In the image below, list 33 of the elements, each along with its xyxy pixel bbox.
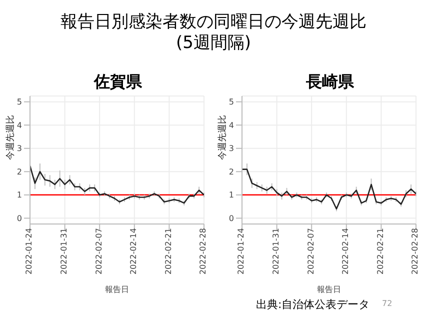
y-axis-title: 今週先週比 xyxy=(5,115,16,160)
y-tick-label: 5 xyxy=(228,98,234,107)
source-note: 出典:自治体公表データ xyxy=(256,297,370,312)
y-tick-label: 4 xyxy=(228,120,234,130)
x-tick-label: 2022-02-28 xyxy=(198,228,208,274)
x-tick-label: 2022-02-07 xyxy=(306,228,316,274)
x-tick-label: 2022-02-07 xyxy=(94,228,104,274)
y-tick-label: 1 xyxy=(16,190,22,200)
x-tick-label: 2022-02-21 xyxy=(164,228,173,274)
y-tick-label: 4 xyxy=(16,120,22,130)
y-tick-label: 0 xyxy=(228,214,234,224)
x-tick-label: 2022-02-28 xyxy=(410,228,420,274)
x-tick-label: 2022-01-31 xyxy=(271,228,280,274)
x-tick-label: 2022-01-24 xyxy=(236,228,246,274)
y-tick-label: 0 xyxy=(16,214,22,224)
x-axis-title: 報告日 xyxy=(105,285,129,294)
y-tick-label: 3 xyxy=(228,144,234,154)
x-tick-label: 2022-01-31 xyxy=(59,228,68,274)
x-tick-label: 2022-01-24 xyxy=(24,228,34,274)
y-axis-title: 今週先週比 xyxy=(217,115,228,160)
y-tick-label: 2 xyxy=(16,167,22,176)
x-tick-label: 2022-02-14 xyxy=(129,228,138,274)
x-axis-title: 報告日 xyxy=(317,285,341,294)
x-tick-label: 2022-02-21 xyxy=(376,228,385,274)
y-tick-label: 1 xyxy=(228,190,234,200)
x-tick-label: 2022-02-14 xyxy=(341,228,350,274)
chart-title: 長崎県 xyxy=(305,72,355,92)
text: 72 xyxy=(382,299,392,308)
text: 報告日別感染者数の同曜日の今週先週比 (5週間隔) xyxy=(60,12,368,54)
chart-title: 佐賀県 xyxy=(92,72,143,92)
y-tick-label: 2 xyxy=(228,167,234,176)
y-tick-label: 5 xyxy=(16,98,22,107)
y-tick-label: 3 xyxy=(16,144,22,154)
